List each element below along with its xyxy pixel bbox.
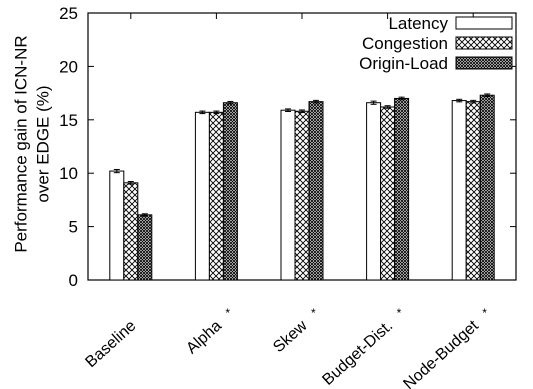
legend-swatch-congestion [455, 36, 513, 50]
legend-label-congestion: Congestion [362, 34, 448, 53]
x-tick-label: Baseline [82, 317, 139, 371]
x-tick-label: Skew [270, 317, 311, 356]
bar-latency-node-budget [451, 100, 467, 281]
x-tick-label: Budget-Dist. [319, 317, 396, 389]
bar-origin-load-alpha [222, 102, 238, 281]
y-tick-label: 25 [59, 4, 78, 23]
x-tick-asterisk: * [225, 306, 230, 320]
bar-origin-load-baseline [137, 214, 153, 281]
y-tick-label: 0 [69, 271, 78, 290]
y-axis-label-line-2: over EDGE (%) [34, 85, 53, 203]
bar-origin-load-node-budget [479, 94, 495, 281]
y-axis-label: Performance gain of ICN-NR over EDGE (%) [6, 10, 60, 278]
legend-label-origin-load: Origin-Load [359, 54, 448, 73]
bar-latency-budget-dist- [366, 102, 382, 281]
x-tick-label: Alpha [183, 317, 225, 357]
y-axis-label-line-1: Performance gain of ICN-NR [12, 35, 31, 253]
y-tick-label: 20 [59, 57, 78, 76]
bar-latency-skew [280, 109, 296, 281]
x-tick-asterisk: * [397, 306, 402, 320]
bar-origin-load-skew [308, 101, 324, 281]
legend-swatch-latency [455, 16, 513, 30]
bar-congestion-budget-dist- [380, 106, 396, 281]
bar-origin-load-budget-dist- [394, 97, 410, 281]
x-tick-label: Node-Budget [400, 317, 482, 389]
x-tick-asterisk: * [311, 306, 316, 320]
y-tick-label: 10 [59, 164, 78, 183]
bar-congestion-baseline [123, 182, 139, 281]
bar-latency-baseline [109, 170, 125, 281]
bar-congestion-skew [294, 110, 310, 281]
x-tick-asterisk: * [482, 306, 487, 320]
y-tick-label: 5 [69, 218, 78, 237]
legend-label-latency: Latency [388, 14, 448, 33]
legend-swatch-origin-load [455, 56, 513, 70]
bar-congestion-node-budget [465, 101, 481, 281]
y-tick-label: 15 [59, 111, 78, 130]
bar-latency-alpha [194, 111, 210, 281]
bar-congestion-alpha [208, 111, 224, 281]
